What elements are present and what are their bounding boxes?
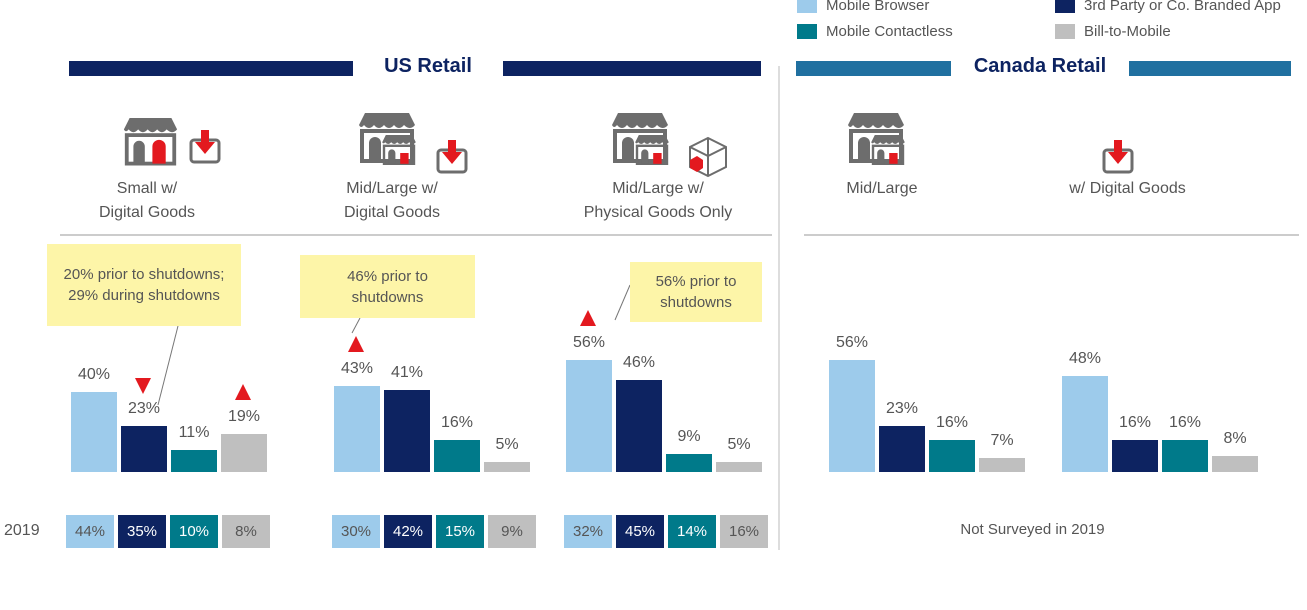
cell-2019-mobile-browser: 44% <box>66 515 114 548</box>
canada-header-rule-left <box>796 61 951 76</box>
data-label: 56% <box>835 334 869 351</box>
data-label: 56% <box>572 334 606 351</box>
us-header-underline <box>60 234 772 236</box>
us-header-rule-right <box>503 61 761 76</box>
segment-label-canada-digital: w/ Digital Goods <box>1069 180 1186 197</box>
callout-midlarge-digital: 46% prior to shutdowns <box>300 255 475 318</box>
callout-midlarge-physical: 56% prior to shutdowns <box>630 262 762 322</box>
legend-mobile-browser: Mobile Browser <box>826 0 930 14</box>
canada-header-underline <box>804 234 1299 236</box>
canada-retail-title: Canada Retail <box>973 55 1107 77</box>
us-retail-title: US Retail <box>384 55 472 77</box>
callout-connector <box>157 325 179 406</box>
row-2019-label: 2019 <box>4 522 40 539</box>
data-label: 16% <box>1168 414 1202 431</box>
bar-mobile-contactless <box>666 454 712 472</box>
data-label: 5% <box>727 436 751 453</box>
cell-2019-mobile-contactless: 15% <box>436 515 484 548</box>
bar-bill-to-mobile <box>484 462 530 472</box>
bar-third-party-app <box>879 426 925 472</box>
segment-label-midlarge-digital: Mid/Large w/Digital Goods <box>343 180 441 221</box>
bar-mobile-contactless <box>171 450 217 472</box>
cell-2019-third-party-app: 35% <box>118 515 166 548</box>
download-icon <box>1102 138 1134 174</box>
stores-icon <box>357 111 417 166</box>
trend-up-icon <box>580 310 596 326</box>
download-icon <box>189 128 221 164</box>
store-icon <box>122 116 180 166</box>
segment-label-midlarge-physical: Mid/Large w/Physical Goods Only <box>583 180 733 221</box>
cell-2019-bill-to-mobile: 8% <box>222 515 270 548</box>
bar-mobile-contactless <box>929 440 975 472</box>
data-label: 5% <box>495 436 519 453</box>
callout-connector <box>351 317 361 334</box>
data-label: 46% <box>622 354 656 371</box>
legend-bill-to-mobile: Bill-to-Mobile <box>1084 23 1171 40</box>
legend-swatch-mobile-browser <box>797 0 817 13</box>
legend-swatch-bill-to-mobile <box>1055 24 1075 39</box>
trend-up-icon <box>235 384 251 400</box>
bar-third-party-app <box>1112 440 1158 472</box>
data-label: 23% <box>885 400 919 417</box>
data-label: 43% <box>340 360 374 377</box>
stores-icon <box>846 111 906 166</box>
data-label: 23% <box>127 400 161 417</box>
stores-icon <box>610 111 670 166</box>
data-label: 16% <box>1118 414 1152 431</box>
data-label: 7% <box>990 432 1014 449</box>
callout-small-digital: 20% prior to shutdowns; 29% during shutd… <box>47 244 241 326</box>
data-label: 41% <box>390 364 424 381</box>
trend-up-icon <box>348 336 364 352</box>
data-label: 16% <box>935 414 969 431</box>
bar-mobile-browser <box>334 386 380 472</box>
data-label: 16% <box>440 414 474 431</box>
data-label: 19% <box>227 408 261 425</box>
bar-bill-to-mobile <box>979 458 1025 472</box>
download-icon <box>436 138 468 174</box>
cell-2019-mobile-browser: 32% <box>564 515 612 548</box>
legend-third-party: 3rd Party or Co. Branded App <box>1084 0 1281 14</box>
segment-label-canada-midlarge: Mid/Large <box>846 180 918 197</box>
data-label: 9% <box>677 428 701 445</box>
canada-2019-note: Not Surveyed in 2019 <box>960 521 1105 538</box>
us-header-rule-left <box>69 61 353 76</box>
data-label: 40% <box>77 366 111 383</box>
bar-bill-to-mobile <box>1212 456 1258 472</box>
callout-connector <box>614 284 631 321</box>
bar-mobile-contactless <box>434 440 480 472</box>
bar-mobile-browser <box>71 392 117 472</box>
bar-bill-to-mobile <box>716 462 762 472</box>
bar-mobile-browser <box>1062 376 1108 472</box>
bar-third-party-app <box>384 390 430 472</box>
data-label: 48% <box>1068 350 1102 367</box>
trend-down-icon <box>135 378 151 394</box>
cell-2019-third-party-app: 45% <box>616 515 664 548</box>
data-label: 8% <box>1223 430 1247 447</box>
bar-mobile-browser <box>829 360 875 472</box>
bar-third-party-app <box>121 426 167 472</box>
cell-2019-bill-to-mobile: 16% <box>720 515 768 548</box>
cell-2019-mobile-browser: 30% <box>332 515 380 548</box>
legend-swatch-contactless <box>797 24 817 39</box>
bar-bill-to-mobile <box>221 434 267 472</box>
bar-mobile-contactless <box>1162 440 1208 472</box>
cell-2019-third-party-app: 42% <box>384 515 432 548</box>
segment-label-small-digital: Small w/Digital Goods <box>98 180 196 221</box>
box-icon <box>689 136 727 178</box>
canada-header-rule-right <box>1129 61 1291 76</box>
bar-third-party-app <box>616 380 662 472</box>
legend-contactless: Mobile Contactless <box>826 23 953 40</box>
data-label: 11% <box>178 424 210 441</box>
section-divider <box>778 66 780 550</box>
bar-mobile-browser <box>566 360 612 472</box>
cell-2019-bill-to-mobile: 9% <box>488 515 536 548</box>
legend-swatch-third-party <box>1055 0 1075 13</box>
cell-2019-mobile-contactless: 10% <box>170 515 218 548</box>
cell-2019-mobile-contactless: 14% <box>668 515 716 548</box>
